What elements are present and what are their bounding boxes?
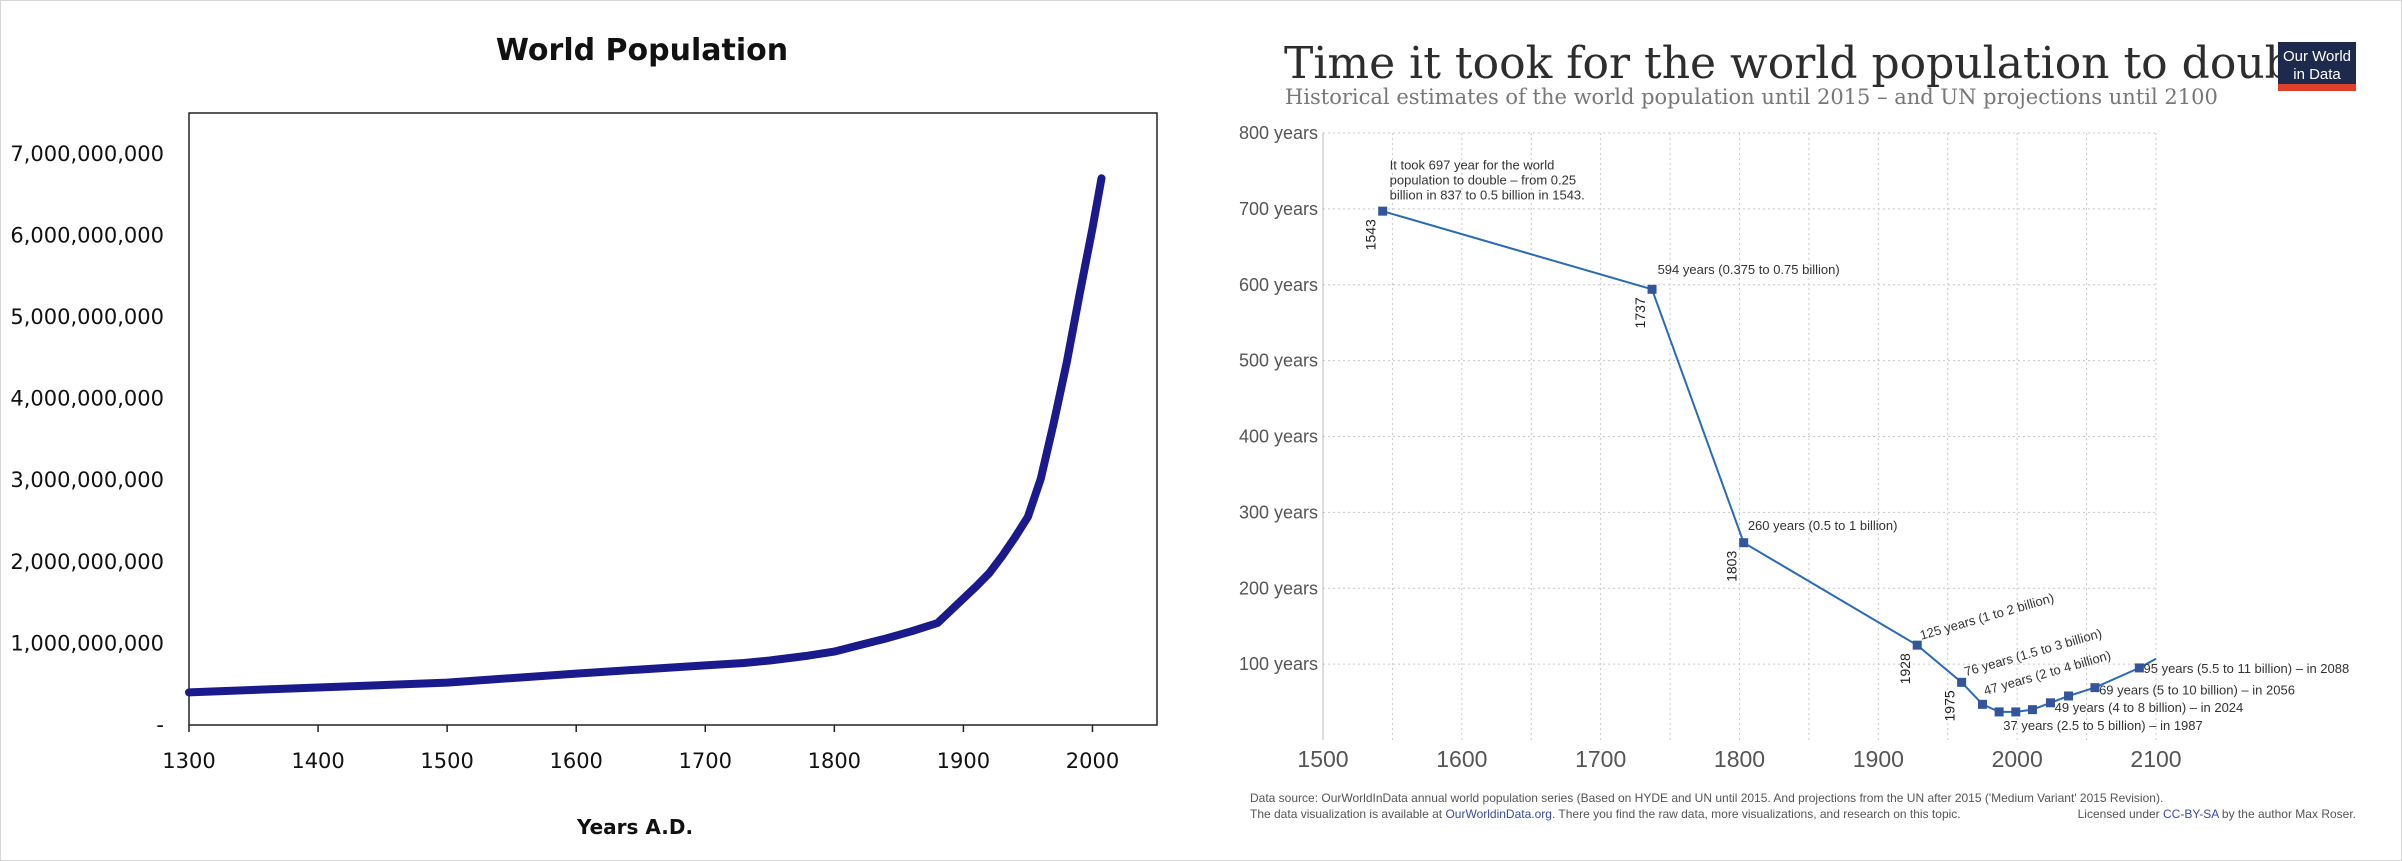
x-axis-label: Years A.D. <box>576 815 693 839</box>
x-tick-label: 1700 <box>679 749 732 773</box>
y-tick-label: 4,000,000,000 <box>10 387 164 411</box>
x-axis: 1300 1400 1500 1600 1700 1800 1900 2000 <box>162 725 1119 773</box>
x-tick-label: 1600 <box>549 749 602 773</box>
x-tick-label: 1300 <box>162 749 215 773</box>
y-tick-label: 2,000,000,000 <box>10 550 164 574</box>
x-tick-label: 1500 <box>420 749 473 773</box>
x-tick-label: 1900 <box>937 749 990 773</box>
y-tick-label: 1,000,000,000 <box>10 631 164 655</box>
x-tick-label: 1800 <box>808 749 861 773</box>
y-tick-label: 5,000,000,000 <box>10 305 164 329</box>
world-population-chart: World Population - 1,000,000,000 2,000,000… <box>10 33 1158 839</box>
chart-title: World Population <box>496 33 788 68</box>
y-axis: - 1,000,000,000 2,000,000,000 3,000,000,000… <box>10 142 164 737</box>
plot-frame <box>188 112 1158 726</box>
y-tick-label: - <box>156 713 164 737</box>
population-line <box>185 174 1106 697</box>
x-tick-label: 1400 <box>291 749 344 773</box>
y-tick-label: 7,000,000,000 <box>10 142 164 166</box>
y-tick-label: 3,000,000,000 <box>10 468 164 492</box>
y-tick-label: 6,000,000,000 <box>10 223 164 247</box>
x-tick-label: 2000 <box>1066 749 1119 773</box>
